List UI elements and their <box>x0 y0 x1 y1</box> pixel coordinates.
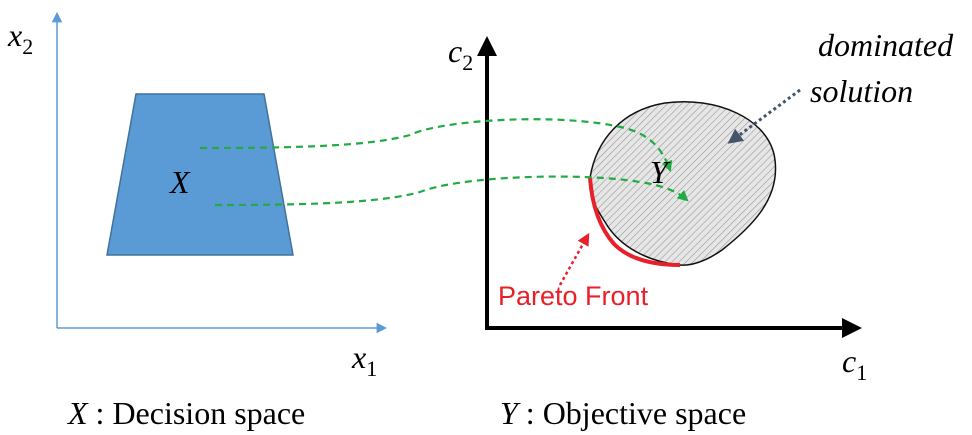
decision-set-label: X <box>168 164 191 200</box>
objective-space-caption: Y : Objective space <box>500 395 746 431</box>
decision-space-caption: X : Decision space <box>66 395 305 431</box>
mapping-arrow-upper <box>199 118 673 173</box>
pareto-front-label: Pareto Front <box>498 281 649 311</box>
objective-y-axis-label: c2 <box>448 33 473 75</box>
dominated-solution-label-line1: dominated <box>818 27 954 63</box>
mapping-arrow-lower <box>214 175 689 207</box>
objective-set-label: Y <box>650 154 671 190</box>
objective-x-axis-label: c1 <box>842 343 867 385</box>
dominated-solution-label-line2: solution <box>810 73 913 109</box>
pareto-pointer-arrow <box>558 232 590 286</box>
dominated-pointer-arrow <box>727 88 801 144</box>
decision-set-shape <box>106 93 294 256</box>
pareto-front-curve <box>588 177 681 267</box>
decision-x-axis-label: x1 <box>351 339 377 381</box>
decision-y-axis-label: x2 <box>7 17 33 59</box>
